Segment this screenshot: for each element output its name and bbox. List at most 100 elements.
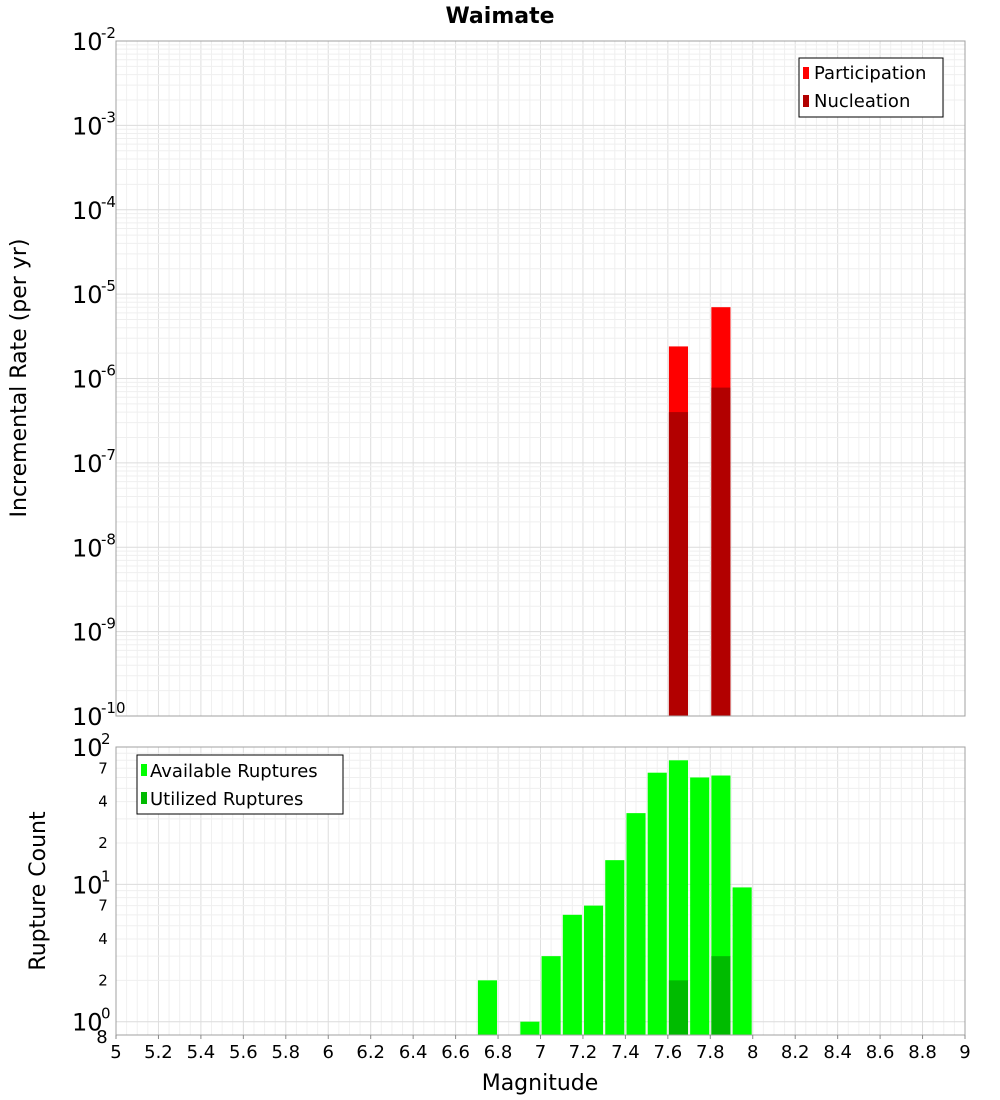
svg-text:10: 10: [72, 871, 103, 899]
count-y-minor-tick: 8: [96, 1027, 107, 1048]
x-tick-label: 7.4: [611, 1042, 640, 1063]
rate-y-tick-label: 10-7: [72, 446, 116, 478]
count-bar-available: [562, 914, 582, 1035]
rate-y-tick-label: 10-6: [72, 362, 116, 394]
count-y-minor-tick: 7: [98, 759, 108, 777]
svg-text:10: 10: [72, 534, 103, 562]
svg-text:0: 0: [101, 1005, 111, 1023]
x-tick-label: 8.8: [908, 1042, 937, 1063]
svg-text:-6: -6: [101, 362, 116, 380]
count-bar-available: [541, 956, 561, 1035]
svg-text:10: 10: [72, 197, 103, 225]
x-tick-label: 7.2: [569, 1042, 598, 1063]
x-tick-label: 5.2: [144, 1042, 173, 1063]
svg-text:10: 10: [72, 450, 103, 478]
count-y-minor-tick: 4: [98, 930, 108, 948]
rate-y-tick-label: 10-8: [72, 530, 116, 562]
x-axis-label: Magnitude: [482, 1071, 599, 1096]
legend-label-utilized: Utilized Ruptures: [150, 789, 303, 810]
count-bar-utilized: [668, 980, 689, 1035]
rate-y-tick-label: 10-2: [72, 24, 116, 56]
svg-text:10: 10: [72, 703, 103, 731]
rate-legend: Participation Nucleation: [798, 57, 944, 118]
x-tick-label: 6.8: [484, 1042, 513, 1063]
x-tick-label: 8: [747, 1042, 758, 1063]
svg-text:10: 10: [72, 112, 103, 140]
rate-legend-box: [798, 57, 944, 118]
count-bar-available: [668, 760, 689, 1035]
rate-bars: [668, 307, 731, 716]
count-y-major-tick: 100: [72, 1005, 111, 1037]
chart-title: Waimate: [445, 4, 554, 29]
legend-label-participation: Participation: [814, 63, 926, 84]
x-tick-label: 7: [535, 1042, 546, 1063]
count-bar-available: [605, 860, 625, 1035]
legend-swatch-available: [141, 764, 147, 776]
rate-bar-nucleation: [711, 387, 731, 716]
count-y-axis-label: Rupture Count: [26, 811, 51, 971]
count-bars: [477, 760, 752, 1035]
legend-swatch-nucleation: [803, 95, 809, 107]
rate-y-tick-label: 10-9: [72, 615, 116, 647]
x-tick-label: 6.2: [356, 1042, 385, 1063]
x-tick-label: 5.4: [187, 1042, 216, 1063]
svg-text:10: 10: [72, 366, 103, 394]
x-tick-label: 8.2: [781, 1042, 810, 1063]
svg-text:10: 10: [72, 281, 103, 309]
x-tick-label: 7.8: [696, 1042, 725, 1063]
svg-text:-9: -9: [101, 615, 116, 633]
svg-text:-3: -3: [101, 108, 116, 126]
rate-y-ticks: 10-210-310-410-510-610-710-810-910-10: [72, 24, 126, 731]
count-y-minor-tick: 2: [98, 834, 108, 852]
count-bar-available: [477, 980, 497, 1035]
legend-label-available: Available Ruptures: [150, 761, 318, 782]
rate-grid: [115, 41, 966, 717]
rate-y-tick-label: 10-10: [72, 699, 126, 731]
count-bar-utilized: [711, 956, 731, 1035]
rate-y-tick-label: 10-4: [72, 193, 116, 225]
rate-plot-frame: [115, 40, 966, 717]
count-legend-box: [136, 754, 344, 815]
legend-swatch-participation: [803, 67, 809, 79]
count-legend: Available Ruptures Utilized Ruptures: [136, 754, 344, 815]
count-bar-available: [647, 772, 667, 1035]
x-tick-label: 5.6: [229, 1042, 258, 1063]
svg-text:-7: -7: [101, 446, 116, 464]
svg-text:10: 10: [72, 28, 103, 56]
count-x-ticks: 5 5.2 5.4 5.6 5.8 6 6.2 6.4 6.6 6.8 7 7.2 7.4 7.6 7.8 8…: [110, 1035, 971, 1063]
svg-text:-8: -8: [101, 530, 116, 548]
rate-y-tick-label: 10-3: [72, 108, 116, 140]
svg-text:-2: -2: [101, 24, 116, 42]
count-bar-available: [732, 887, 752, 1035]
rate-y-axis-label: Incremental Rate (per yr): [7, 239, 32, 518]
svg-text:-5: -5: [101, 277, 116, 295]
rate-panel: 10-210-310-410-510-610-710-810-910-10 In…: [7, 24, 966, 731]
count-y-minor-tick: 7: [98, 897, 108, 915]
count-y-major-tick: 102: [72, 730, 111, 762]
x-tick-label: 9: [959, 1042, 970, 1063]
x-tick-label: 8.4: [823, 1042, 852, 1063]
rate-bar-nucleation: [668, 412, 689, 716]
svg-text:-10: -10: [101, 699, 126, 717]
svg-text:10: 10: [72, 619, 103, 647]
rate-y-tick-label: 10-5: [72, 277, 116, 309]
x-tick-label: 6: [323, 1042, 334, 1063]
count-bar-available: [690, 777, 710, 1035]
x-tick-label: 7.6: [654, 1042, 683, 1063]
count-y-minor-tick: 2: [98, 971, 108, 989]
x-tick-label: 5.8: [271, 1042, 300, 1063]
svg-text:-4: -4: [101, 193, 116, 211]
count-bar-available: [626, 813, 646, 1035]
svg-text:10: 10: [72, 1009, 103, 1037]
count-y-major-tick: 101: [72, 867, 111, 899]
legend-swatch-utilized: [141, 792, 147, 804]
count-bar-available: [520, 1021, 540, 1035]
count-bar-available: [584, 905, 604, 1035]
x-tick-label: 5: [110, 1042, 121, 1063]
x-tick-label: 6.6: [441, 1042, 470, 1063]
legend-label-nucleation: Nucleation: [814, 91, 910, 112]
count-y-minor-tick: 4: [98, 793, 108, 811]
